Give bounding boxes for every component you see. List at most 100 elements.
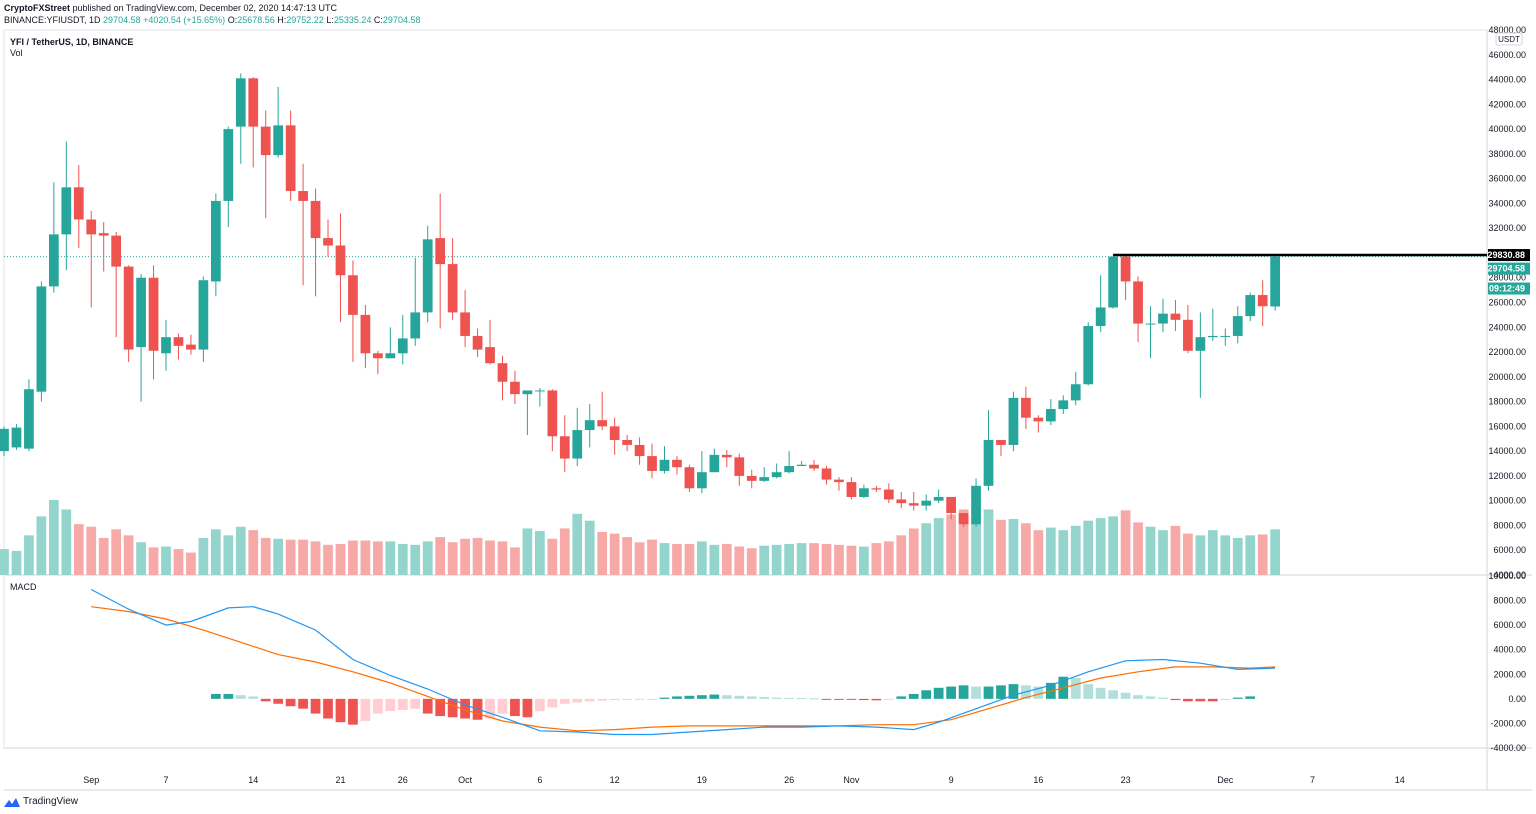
candle-body[interactable] <box>547 390 558 437</box>
candle-body[interactable] <box>883 489 894 500</box>
candle-body[interactable] <box>597 420 608 427</box>
candle-body[interactable] <box>98 233 109 236</box>
candle-body[interactable] <box>859 488 869 497</box>
candle-body[interactable] <box>61 187 72 235</box>
candle-body[interactable] <box>111 235 122 267</box>
candle-body[interactable] <box>1033 417 1044 422</box>
candle-body[interactable] <box>734 457 745 476</box>
candle-body[interactable] <box>721 454 732 458</box>
candle-body[interactable] <box>298 191 308 201</box>
candle-body[interactable] <box>472 335 483 350</box>
candle-body[interactable] <box>73 187 84 220</box>
candle-body[interactable] <box>1070 384 1081 401</box>
candle-body[interactable] <box>11 427 22 448</box>
candle-body[interactable] <box>1158 313 1168 324</box>
candle-body[interactable] <box>622 439 632 445</box>
candle-body[interactable] <box>821 468 832 480</box>
candle-body[interactable] <box>136 277 146 348</box>
candle-body[interactable] <box>1108 256 1118 308</box>
candle-body[interactable] <box>497 363 508 382</box>
candle-body[interactable] <box>834 479 844 483</box>
candle-body[interactable] <box>908 503 919 506</box>
candle-body[interactable] <box>1207 335 1218 338</box>
candle-body[interactable] <box>1095 307 1106 327</box>
candle-body[interactable] <box>946 496 956 514</box>
candle-body[interactable] <box>186 344 196 350</box>
candle-body[interactable] <box>784 466 794 473</box>
candle-body[interactable] <box>771 472 782 478</box>
candle-body[interactable] <box>310 200 321 239</box>
candle-body[interactable] <box>1232 316 1243 336</box>
candle-body[interactable] <box>933 496 944 501</box>
candle-body[interactable] <box>161 337 171 354</box>
candle-body[interactable] <box>1008 397 1019 445</box>
candle-body[interactable] <box>422 239 433 313</box>
candle-body[interactable] <box>759 477 770 481</box>
candle-body[interactable] <box>385 353 396 359</box>
candle-body[interactable] <box>223 129 234 201</box>
candle-body[interactable] <box>609 426 620 440</box>
candle-body[interactable] <box>896 499 907 504</box>
candle-body[interactable] <box>148 277 159 351</box>
candle-body[interactable] <box>846 482 857 497</box>
candle-body[interactable] <box>36 286 47 392</box>
candle-body[interactable] <box>572 430 583 459</box>
candle-body[interactable] <box>1220 335 1231 337</box>
candle-body[interactable] <box>210 200 221 282</box>
candle-body[interactable] <box>522 390 533 395</box>
candle-body[interactable] <box>672 459 682 468</box>
candle-body[interactable] <box>921 500 932 506</box>
candle-body[interactable] <box>958 513 969 525</box>
candle-body[interactable] <box>746 475 757 481</box>
candle-body[interactable] <box>397 338 408 354</box>
candle-body[interactable] <box>1195 337 1206 351</box>
candle-body[interactable] <box>410 312 421 339</box>
candle-body[interactable] <box>983 439 994 486</box>
candle-body[interactable] <box>435 238 446 265</box>
candle-body[interactable] <box>709 454 720 473</box>
candle-body[interactable] <box>235 78 246 127</box>
candle-body[interactable] <box>485 347 495 364</box>
candle-body[interactable] <box>173 337 184 346</box>
candle-body[interactable] <box>123 266 134 350</box>
candle-body[interactable] <box>634 444 645 457</box>
candle-body[interactable] <box>460 312 470 336</box>
candle-body[interactable] <box>1170 313 1181 320</box>
candle-body[interactable] <box>996 439 1006 445</box>
candle-body[interactable] <box>659 459 670 471</box>
candle-body[interactable] <box>1270 256 1281 307</box>
candle-body[interactable] <box>273 125 284 156</box>
candle-body[interactable] <box>971 485 981 525</box>
candle-body[interactable] <box>1058 400 1069 410</box>
candle-body[interactable] <box>335 245 346 276</box>
candle-body[interactable] <box>198 280 209 350</box>
candle-body[interactable] <box>360 314 371 354</box>
candle-body[interactable] <box>260 126 271 156</box>
candle-body[interactable] <box>323 238 333 246</box>
candle-body[interactable] <box>871 488 882 490</box>
candle-body[interactable] <box>1145 323 1156 325</box>
candle-body[interactable] <box>1021 397 1031 418</box>
candle-body[interactable] <box>809 464 819 469</box>
candle-body[interactable] <box>1120 256 1131 282</box>
candle-body[interactable] <box>348 275 358 315</box>
tradingview-logo[interactable]: TradingView <box>4 796 78 807</box>
candle-body[interactable] <box>1257 295 1268 307</box>
candle-body[interactable] <box>86 219 97 235</box>
currency-badge[interactable] <box>1495 32 1523 46</box>
candle-body[interactable] <box>1083 326 1094 385</box>
candle-body[interactable] <box>1133 281 1143 324</box>
candle-body[interactable] <box>535 390 545 392</box>
candle-body[interactable] <box>373 353 383 359</box>
candle-body[interactable] <box>0 428 9 452</box>
candle-body[interactable] <box>647 456 657 471</box>
candle-body[interactable] <box>1045 409 1056 422</box>
candle-body[interactable] <box>248 78 259 127</box>
candle-body[interactable] <box>1245 295 1256 317</box>
candle-body[interactable] <box>697 472 707 489</box>
candle-body[interactable] <box>48 234 59 287</box>
candle-body[interactable] <box>510 381 520 395</box>
candle-body[interactable] <box>447 264 458 313</box>
candle-body[interactable] <box>684 467 695 489</box>
